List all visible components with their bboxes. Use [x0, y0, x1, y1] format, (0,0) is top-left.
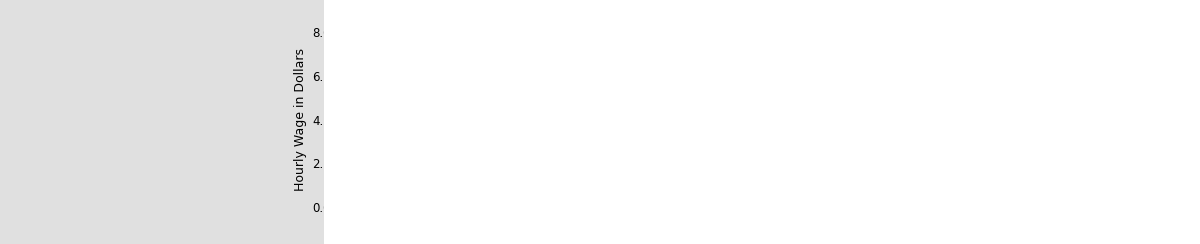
Y-axis label: Hourly Wage in Dollars: Hourly Wage in Dollars — [294, 48, 307, 191]
X-axis label: Year: Year — [736, 236, 764, 244]
Title: Unadjusted Federal Minimum Wage, 1938-2020: Unadjusted Federal Minimum Wage, 1938-20… — [542, 8, 958, 26]
